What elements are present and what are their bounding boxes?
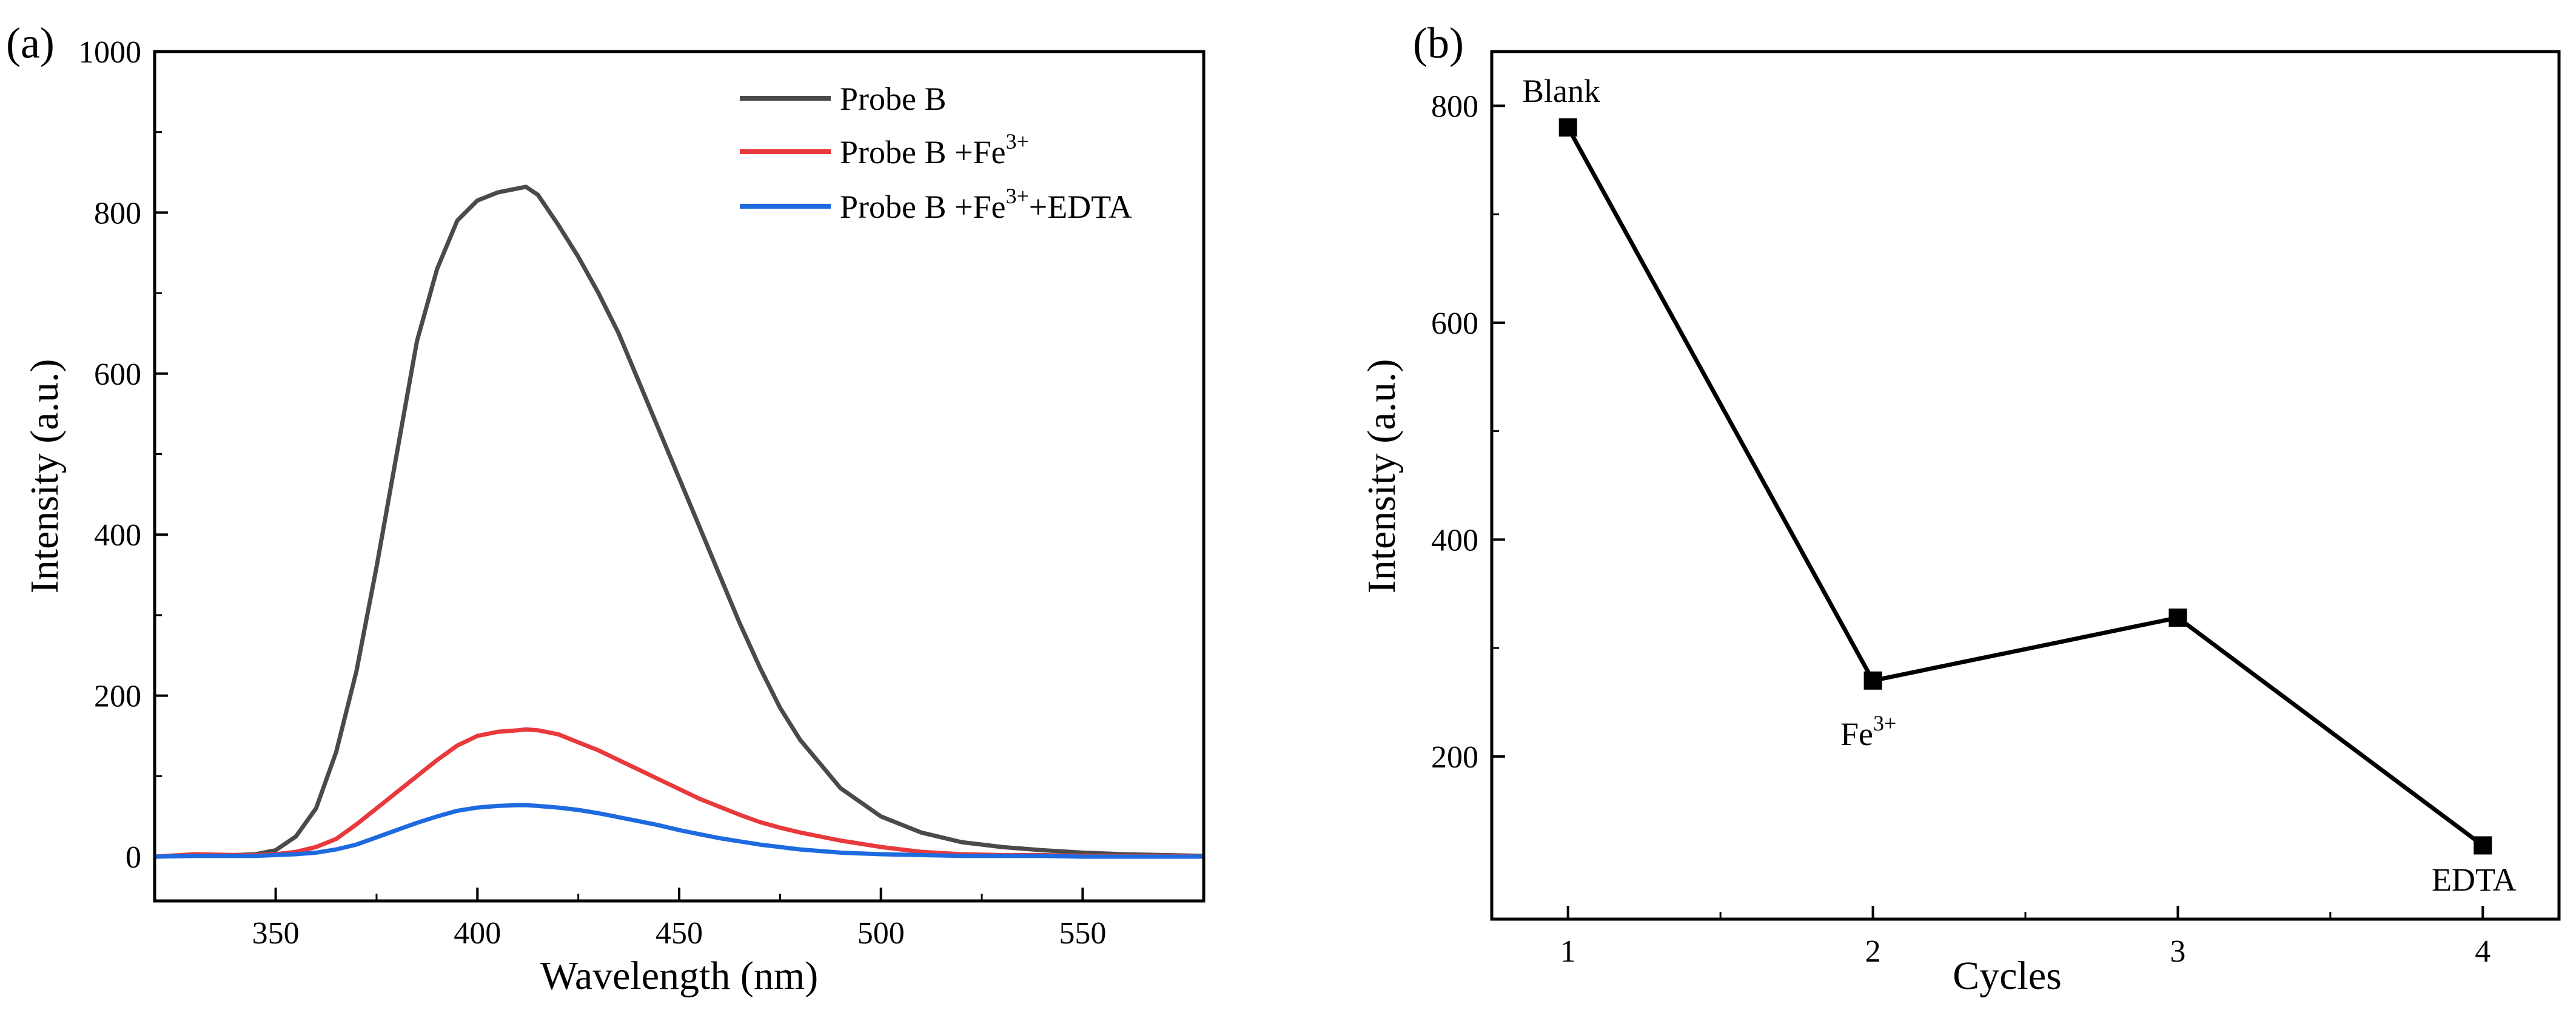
x-tick-label: 550 — [1059, 916, 1106, 951]
legend-label-probe-b-fe-edta: Probe B +Fe3++EDTA — [840, 184, 1132, 225]
legend-label-probe-b-fe: Probe B +Fe3+ — [840, 129, 1029, 170]
legend-item-probe-b-fe: Probe B +Fe3+ — [740, 129, 1029, 170]
panel-a-ylabel: Intensity (a.u.) — [22, 359, 67, 594]
y-tick-label: 400 — [94, 518, 141, 553]
annotation-blank: Blank — [1522, 73, 1600, 109]
series-line-1 — [154, 727, 1204, 859]
y-tick-label: 200 — [94, 679, 141, 714]
y-tick-label: 800 — [94, 196, 141, 231]
legend-item-probe-b: Probe B — [740, 81, 947, 117]
x-tick-label: 4 — [2475, 934, 2490, 969]
panel-b-frame — [1490, 50, 2561, 921]
panel-b-xlabel: Cycles — [1953, 954, 2062, 998]
annotation-edta: EDTA — [2432, 862, 2517, 898]
data-point — [1558, 118, 1577, 137]
legend-label-probe-b: Probe B — [840, 81, 947, 117]
panel-a-frame — [153, 50, 1206, 903]
y-tick-label: 600 — [94, 357, 141, 392]
annotation-fe3: Fe3+ — [1840, 711, 1896, 752]
panel-a-xlabel: Wavelength (nm) — [540, 954, 818, 998]
x-tick-label: 3 — [2170, 934, 2185, 969]
panel-a-legend: Probe B Probe B +Fe3+ Probe B +Fe3++EDTA — [740, 81, 1132, 225]
data-point — [2168, 609, 2187, 627]
panel-a: (a) 350 400 450 500 550 0 200 400 600 800 1000 Wav… — [6, 19, 1206, 998]
series-line-0 — [1566, 126, 2484, 848]
y-tick-label: 200 — [1431, 740, 1478, 775]
y-tick-label: 600 — [1431, 306, 1478, 341]
x-tick-label: 450 — [656, 916, 703, 951]
panel-b-ylabel: Intensity (a.u.) — [1360, 359, 1404, 594]
y-tick-label: 1000 — [78, 35, 141, 70]
panel-b-label: (b) — [1413, 19, 1464, 67]
panel-a-series — [154, 184, 1204, 859]
panel-b: (b) 1 2 3 4 200 400 600 800 Cycles Intensity (a… — [1360, 19, 2561, 998]
panel-a-axes: 350 400 450 500 550 0 200 400 600 800 1000 — [78, 35, 1106, 951]
y-tick-label: 400 — [1431, 523, 1478, 558]
legend-item-probe-b-fe-edta: Probe B +Fe3++EDTA — [740, 184, 1132, 225]
y-tick-label: 800 — [1431, 89, 1478, 124]
data-point — [2474, 836, 2492, 855]
data-point — [1863, 671, 1882, 690]
x-tick-label: 400 — [454, 916, 501, 951]
panel-a-label: (a) — [6, 19, 55, 67]
series-line-0 — [154, 184, 1204, 859]
panel-b-series — [1558, 118, 2492, 855]
panel-b-axes: 1 2 3 4 200 400 600 800 — [1431, 89, 2490, 969]
x-tick-label: 500 — [857, 916, 905, 951]
y-tick-label: 0 — [126, 840, 141, 875]
x-tick-label: 2 — [1865, 934, 1881, 969]
series-line-2 — [154, 803, 1204, 859]
x-tick-label: 1 — [1560, 934, 1576, 969]
x-tick-label: 350 — [252, 916, 300, 951]
